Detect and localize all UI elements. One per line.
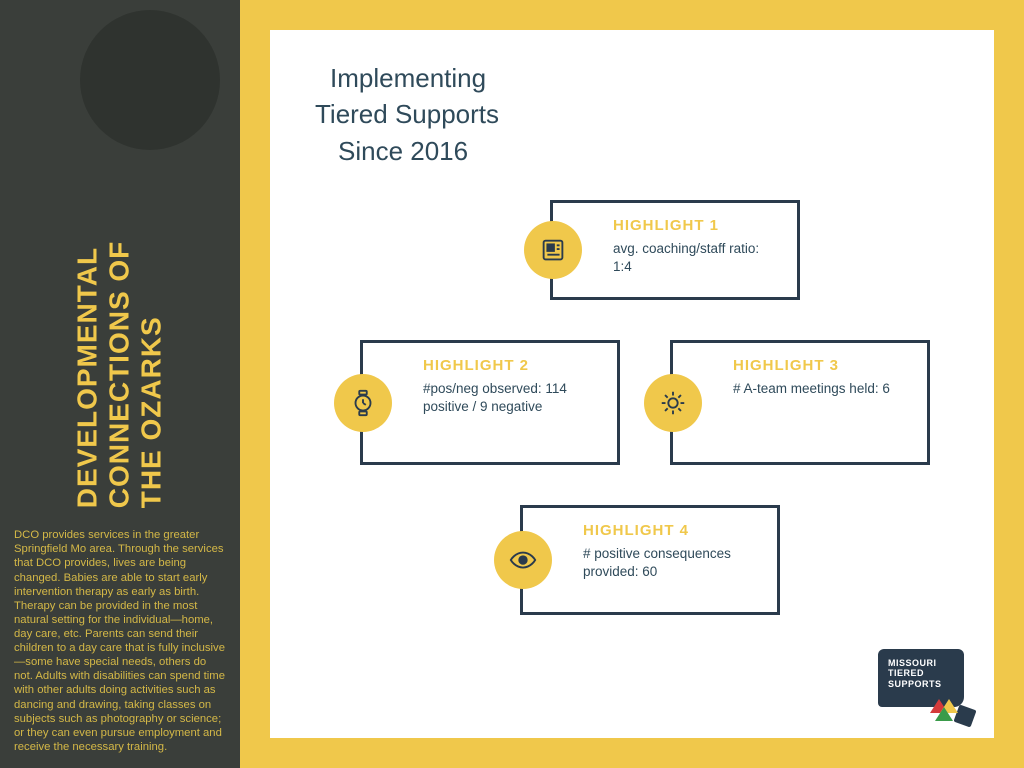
highlight-box-4: HIGHLIGHT 4 # positive consequences prov… [520, 505, 780, 615]
watch-icon [334, 374, 392, 432]
highlight-box-2: HIGHLIGHT 2 #pos/neg observed: 114 posit… [360, 340, 620, 465]
highlight-3-title: HIGHLIGHT 3 [733, 357, 909, 374]
missouri-shape: MISSOURI TIERED SUPPORTS [878, 649, 968, 717]
org-title-line3: THE OZARKS [136, 316, 167, 508]
content-card: Implementing Tiered Supports Since 2016 … [270, 30, 994, 738]
gear-icon [644, 374, 702, 432]
highlight-3-body: # A-team meetings held: 6 [733, 380, 909, 398]
highlight-4-body: # positive consequences provided: 60 [583, 545, 759, 581]
org-title: DEVELOPMENTAL CONNECTIONS OF THE OZARKS [72, 48, 169, 508]
main-panel: Implementing Tiered Supports Since 2016 … [240, 0, 1024, 768]
card-title-line1: Implementing [310, 60, 964, 96]
highlight-2-body: #pos/neg observed: 114 positive / 9 nega… [423, 380, 599, 416]
highlight-1-title: HIGHLIGHT 1 [613, 217, 779, 234]
logo-triangle-green [935, 707, 953, 721]
logo-line3: SUPPORTS [888, 679, 942, 689]
card-title: Implementing Tiered Supports Since 2016 [310, 60, 964, 169]
org-title-line1: DEVELOPMENTAL [72, 247, 103, 508]
logo-line1: MISSOURI [888, 658, 937, 668]
eye-icon [494, 531, 552, 589]
newspaper-icon [524, 221, 582, 279]
sidebar: DEVELOPMENTAL CONNECTIONS OF THE OZARKS … [0, 0, 240, 768]
sidebar-body-text: DCO provides services in the greater Spr… [0, 518, 240, 768]
highlight-1-body: avg. coaching/staff ratio: 1:4 [613, 240, 779, 276]
missouri-tiered-supports-logo: MISSOURI TIERED SUPPORTS [878, 649, 976, 724]
card-title-line2: Tiered Supports [310, 96, 964, 132]
highlight-box-3: HIGHLIGHT 3 # A-team meetings held: 6 [670, 340, 930, 465]
highlight-4-title: HIGHLIGHT 4 [583, 522, 759, 539]
sidebar-title-wrap: DEVELOPMENTAL CONNECTIONS OF THE OZARKS [0, 0, 240, 518]
org-title-line2: CONNECTIONS OF [104, 241, 135, 509]
highlight-2-title: HIGHLIGHT 2 [423, 357, 599, 374]
logo-text: MISSOURI TIERED SUPPORTS [888, 658, 942, 689]
card-title-line3: Since 2016 [310, 133, 964, 169]
logo-line2: TIERED [888, 668, 924, 678]
highlight-box-1: HIGHLIGHT 1 avg. coaching/staff ratio: 1… [550, 200, 800, 300]
